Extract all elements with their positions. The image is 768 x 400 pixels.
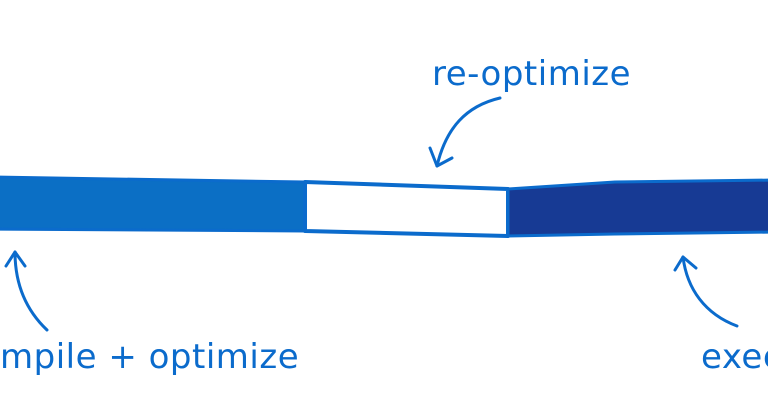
- segment-compile-optimize: [0, 175, 307, 233]
- segment-execute: [506, 178, 768, 238]
- label-reoptimize: re-optimize: [432, 54, 631, 94]
- reoptimize-arrow-shaft: [435, 96, 502, 168]
- compile-arrow-head: [4, 250, 27, 268]
- segment-reoptimize: [303, 180, 510, 238]
- execute-arrow-shaft: [681, 255, 739, 328]
- label-execute: exec: [701, 337, 768, 377]
- reoptimize-arrow-head: [428, 146, 454, 168]
- label-compile-optimize: mpile + optimize: [0, 337, 299, 377]
- execute-arrow-head: [673, 255, 698, 272]
- compile-arrow-shaft: [13, 250, 49, 332]
